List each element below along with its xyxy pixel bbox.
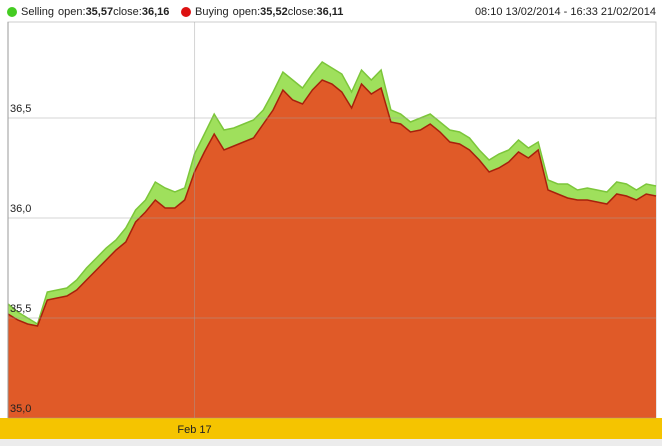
- y-tick-label: 35,0: [10, 403, 31, 415]
- scroll-strip: [0, 439, 662, 446]
- area: [8, 80, 656, 418]
- y-tick-label: 36,5: [10, 103, 31, 115]
- legend-marker: [7, 7, 17, 17]
- legend-entry: Buying open:35,52close:36,11: [195, 6, 343, 18]
- legend-marker: [181, 7, 191, 17]
- legend-entry: Selling open:35,57close:36,16: [21, 6, 169, 18]
- area-line: [7, 61, 657, 326]
- area-line: [7, 79, 657, 327]
- legend-text: Buying: [195, 6, 229, 18]
- x-tick-label: Feb 17: [177, 424, 211, 436]
- legend-text: Selling: [21, 6, 54, 18]
- legend-text: open:: [233, 6, 261, 18]
- date-range: 08:10 13/02/2014 - 16:33 21/02/2014: [475, 6, 656, 18]
- legend-text: open:: [58, 6, 86, 18]
- legend-text: 35,52: [260, 6, 288, 18]
- legend-text: 35,57: [86, 6, 114, 18]
- legend-text: close:: [113, 6, 142, 18]
- legend-text: 36,16: [142, 6, 170, 18]
- y-tick-label: 35,5: [10, 303, 31, 315]
- y-tick-label: 36,0: [10, 203, 31, 215]
- legend-text: 36,11: [316, 6, 343, 18]
- legend-text: close:: [288, 6, 317, 18]
- x-axis-band: [0, 418, 662, 439]
